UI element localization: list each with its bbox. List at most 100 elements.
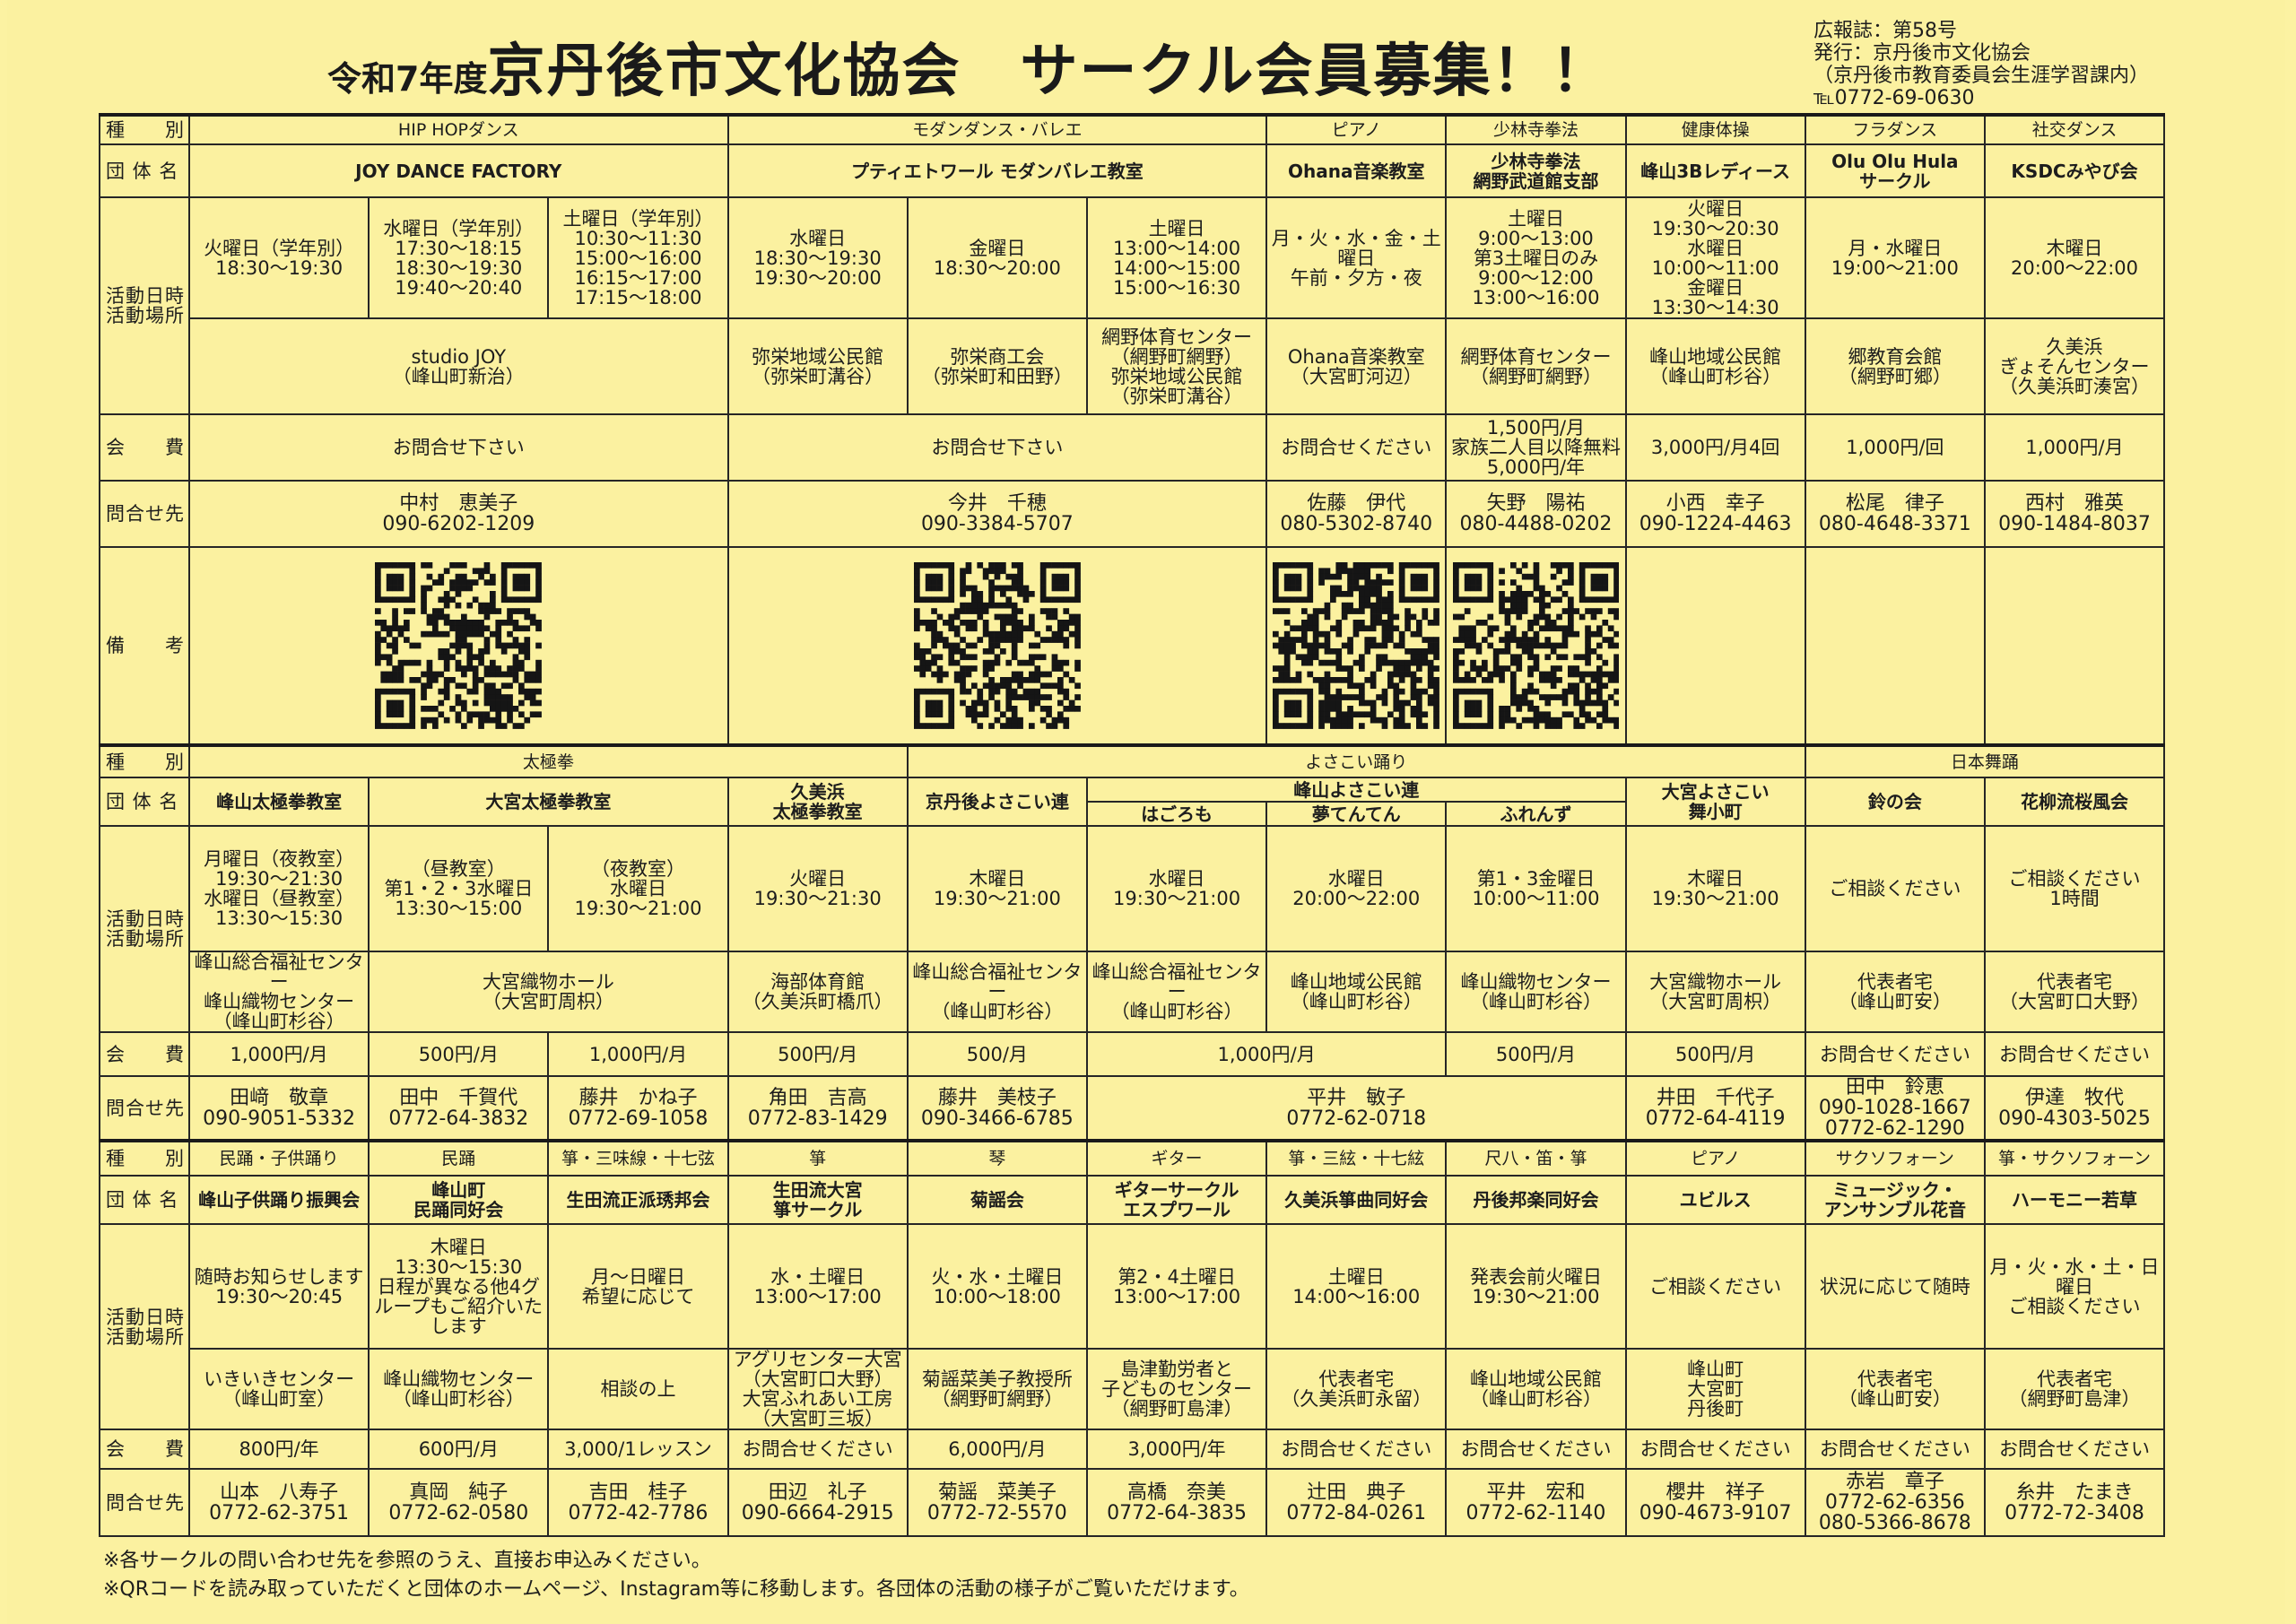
qr-module xyxy=(1278,596,1285,604)
qr-module xyxy=(1573,699,1579,707)
qr-module xyxy=(1342,723,1348,729)
qr-code-icon[interactable] xyxy=(1452,562,1620,729)
qr-module xyxy=(461,642,468,649)
qr-module xyxy=(1590,562,1596,569)
row-label-type: 種 別 xyxy=(99,1139,190,1177)
qr-module xyxy=(1555,723,1562,729)
qr-module xyxy=(1301,723,1309,729)
qr-module xyxy=(988,682,995,690)
qr-module xyxy=(1046,694,1052,701)
qr-module xyxy=(982,608,989,615)
qr-module xyxy=(1590,689,1596,695)
qr-module xyxy=(1433,574,1440,580)
section-3-row-fee: 会 費 800円/年 600円/月 3,000/1レッスン お問合せください 6,000円… xyxy=(99,1429,2166,1470)
qr-module xyxy=(461,574,468,580)
qr-module xyxy=(409,689,416,695)
qr-code-icon[interactable] xyxy=(1273,562,1440,729)
qr-module xyxy=(427,677,433,683)
qr-module xyxy=(1063,562,1070,569)
qr-module xyxy=(1273,579,1280,586)
qr-module xyxy=(1017,723,1023,729)
qr-module xyxy=(1011,654,1018,661)
qr-module xyxy=(524,613,531,621)
qr-module xyxy=(1544,620,1551,626)
qr-module xyxy=(1469,579,1476,586)
qr-module xyxy=(1590,596,1596,604)
qr-module xyxy=(1509,694,1517,701)
qr-module xyxy=(409,677,416,683)
qr-module xyxy=(1011,625,1018,632)
qr-module xyxy=(1296,579,1302,586)
qr-module xyxy=(1469,677,1476,683)
qr-module xyxy=(456,642,462,649)
qr-module xyxy=(931,596,937,604)
qr-module xyxy=(1393,694,1400,701)
qr-module xyxy=(1353,574,1360,580)
qr-module xyxy=(1063,689,1070,695)
qr-module xyxy=(1464,574,1471,580)
qr-module xyxy=(1516,596,1522,604)
cell-name: 久美浜 太極拳教室 xyxy=(726,777,909,827)
qr-module xyxy=(473,625,479,632)
qr-module xyxy=(925,660,932,666)
qr-module xyxy=(1046,596,1052,604)
qr-module xyxy=(518,699,526,707)
qr-module xyxy=(1422,648,1429,655)
qr-module xyxy=(971,711,978,718)
qr-module xyxy=(1516,608,1522,615)
qr-module xyxy=(1382,596,1388,604)
qr-module xyxy=(484,699,491,707)
qr-module xyxy=(380,596,387,604)
qr-module xyxy=(982,568,989,575)
qr-module xyxy=(1613,665,1620,673)
qr-module xyxy=(1347,568,1354,575)
qr-module xyxy=(392,711,399,718)
qr-module xyxy=(1555,596,1562,604)
qr-module xyxy=(965,603,972,609)
qr-module xyxy=(1481,562,1488,569)
qr-module xyxy=(919,620,926,626)
cell-name: ハーモニー若草 xyxy=(1983,1175,2166,1225)
qr-module xyxy=(513,625,519,632)
qr-module xyxy=(1370,699,1377,707)
qr-module xyxy=(1393,723,1400,729)
qr-module xyxy=(1342,694,1348,701)
qr-code-icon[interactable] xyxy=(914,562,1081,729)
qr-module xyxy=(1509,591,1517,597)
qr-module xyxy=(1325,677,1331,683)
section-3-row-contact: 問合せ先 山本 八寿子 0772-62-3751 真岡 純子 0772-62-058… xyxy=(99,1468,2166,1537)
qr-module xyxy=(507,711,514,718)
qr-module xyxy=(1325,608,1331,615)
qr-module xyxy=(948,654,955,661)
qr-module xyxy=(1335,620,1343,626)
qr-module xyxy=(1475,671,1482,678)
qr-module xyxy=(1382,637,1388,644)
qr-module xyxy=(1567,631,1574,638)
qr-module xyxy=(1544,625,1551,632)
cell-time: 月・水曜日 19:00～21:00 xyxy=(1804,196,1986,319)
qr-module xyxy=(1347,637,1354,644)
qr-module xyxy=(466,579,474,586)
qr-module xyxy=(1481,637,1488,644)
qr-code-icon[interactable] xyxy=(375,562,543,729)
qr-module xyxy=(1411,562,1417,569)
qr-module xyxy=(1526,625,1534,632)
section-1-row-time: 活動日時 活動場所 火曜日（学年別） 18:30～19:30 水曜日（学年別） 17… xyxy=(99,196,2166,415)
qr-module xyxy=(1296,562,1302,569)
qr-module xyxy=(1342,711,1348,718)
qr-module xyxy=(931,654,937,661)
qr-module xyxy=(1296,706,1302,712)
cell-time: ご相談ください 1時間 xyxy=(1983,825,2166,952)
qr-module xyxy=(1533,631,1539,638)
qr-module xyxy=(982,574,989,580)
qr-module xyxy=(971,608,978,615)
qr-module xyxy=(438,631,445,638)
qr-module xyxy=(518,574,526,580)
qr-module xyxy=(1364,596,1371,604)
qr-module xyxy=(501,671,508,678)
cell-name: 生田流大宮 箏サークル xyxy=(726,1175,909,1225)
row-label-fee: 会 費 xyxy=(99,1031,190,1077)
qr-module xyxy=(1307,585,1314,592)
qr-module xyxy=(1607,625,1614,632)
qr-module xyxy=(1613,562,1620,569)
